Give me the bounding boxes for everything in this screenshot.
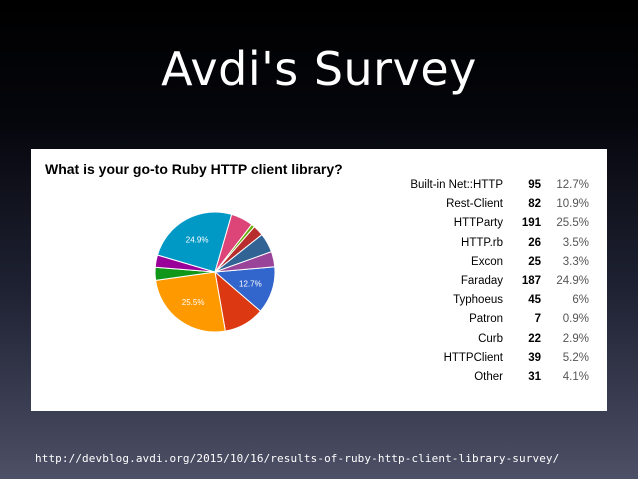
legend-label: HTTParty — [453, 217, 503, 230]
legend-row: Rest-Client 82 10.9% — [31, 198, 607, 217]
legend-count: 25 — [528, 255, 541, 268]
legend-label: Curb — [478, 332, 503, 345]
legend-row: Typhoeus 45 6% — [31, 294, 607, 313]
legend-percent: 3.5% — [562, 236, 589, 249]
legend-percent: 25.5% — [556, 217, 589, 230]
legend-row: Excon 25 3.3% — [31, 256, 607, 275]
pie-slice-label: 24.9% — [186, 235, 209, 244]
legend-percent: 12.7% — [556, 179, 589, 191]
legend-count: 31 — [528, 371, 541, 383]
chart-panel: What is your go-to Ruby HTTP client libr… — [31, 149, 607, 411]
legend-percent: 3.3% — [562, 255, 589, 268]
slide-title: Avdi's Survey — [161, 42, 477, 96]
legend-percent: 24.9% — [556, 275, 589, 287]
legend-percent: 4.1% — [562, 371, 589, 383]
legend-label: Typhoeus — [453, 294, 503, 307]
legend-count: 39 — [528, 351, 541, 364]
pie-slice-other[interactable] — [214, 251, 276, 273]
legend-label: HTTP.rb — [461, 236, 503, 249]
source-url[interactable]: http://devblog.avdi.org/2015/10/16/resul… — [35, 452, 560, 465]
legend-label: HTTPClient — [443, 351, 503, 364]
legend-count: 26 — [528, 236, 541, 249]
legend-row: Curb 22 2.9% — [31, 333, 607, 352]
legend-label: Other — [474, 371, 503, 383]
legend-count: 95 — [528, 179, 541, 191]
legend-label: Faraday — [460, 275, 503, 287]
legend-percent: 5.2% — [562, 351, 589, 364]
pie-slice-label: 25.5% — [182, 298, 205, 307]
legend-percent: 10.9% — [556, 198, 589, 211]
legend-row: HTTParty 191 25.5% — [31, 217, 607, 236]
legend-label: Built-in Net::HTTP — [410, 179, 503, 191]
legend-percent: 6% — [572, 294, 589, 307]
legend-row: Other 31 4.1% — [31, 371, 607, 390]
legend-label: Excon — [471, 255, 503, 268]
legend-count: 82 — [528, 198, 541, 211]
legend-row: HTTP.rb 26 3.5% — [31, 237, 607, 256]
legend-percent: 2.9% — [562, 332, 589, 345]
pie-slice-httparty[interactable] — [155, 271, 226, 333]
legend-percent: 0.9% — [562, 313, 589, 326]
pie-slice-faraday[interactable] — [156, 211, 233, 273]
legend-count: 191 — [521, 217, 541, 230]
chart-title: What is your go-to Ruby HTTP client libr… — [45, 161, 343, 177]
legend-row: Patron 7 0.9% — [31, 313, 607, 332]
legend-label: Patron — [469, 313, 503, 326]
legend-label: Rest-Client — [446, 198, 503, 211]
pie-slice-label: 12.7% — [239, 279, 262, 288]
legend-count: 7 — [534, 313, 541, 326]
legend-row: Built-in Net::HTTP 95 12.7% — [31, 179, 607, 198]
legend-row: Faraday 187 24.9% — [31, 275, 607, 294]
legend-count: 22 — [528, 332, 541, 345]
legend-row: HTTPClient 39 5.2% — [31, 352, 607, 371]
pie-chart: 12.7% 25.5% 24.9% — [154, 211, 276, 333]
legend-count: 45 — [528, 294, 541, 307]
legend-count: 187 — [521, 275, 541, 287]
